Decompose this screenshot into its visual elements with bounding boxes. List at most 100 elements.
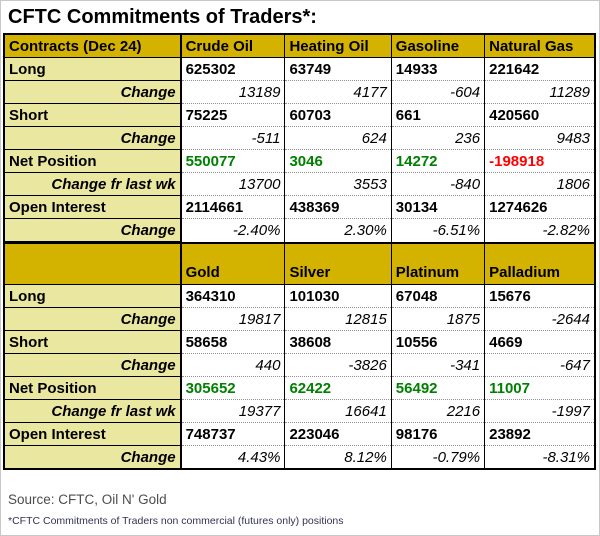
value-cell: -198918: [484, 149, 595, 173]
table-row: Change fr last wk 13700 3553 -840 1806: [4, 172, 595, 196]
table-row: Net Position 305652 62422 56492 11007: [4, 376, 595, 400]
value-cell: 11007: [484, 376, 595, 400]
value-cell: 2.30%: [284, 218, 392, 243]
column-header: Heating Oil: [284, 33, 392, 58]
value-cell: 1875: [390, 307, 485, 331]
value-cell: -840: [390, 172, 485, 196]
value-cell: -2.40%: [180, 218, 285, 243]
row-label: Open Interest: [4, 422, 182, 446]
row-label: Change: [4, 218, 182, 243]
value-cell: 11289: [484, 80, 595, 104]
header-row: Contracts (Dec 24) Crude Oil Heating Oil Ga…: [4, 33, 595, 58]
value-cell: 101030: [284, 284, 392, 308]
value-cell: 9483: [484, 126, 595, 150]
value-cell: 56492: [390, 376, 485, 400]
row-label: Short: [4, 103, 182, 127]
column-header: Palladium: [484, 241, 595, 285]
table-row: Short 58658 38608 10556 4669: [4, 330, 595, 354]
column-header: Platinum: [390, 241, 485, 285]
value-cell: 10556: [390, 330, 485, 354]
table-row: Open Interest 748737 223046 98176 23892: [4, 422, 595, 446]
column-header: Gold: [180, 241, 285, 285]
row-label: Change: [4, 307, 182, 331]
value-cell: -8.31%: [484, 445, 595, 469]
value-cell: 1274626: [484, 195, 595, 219]
value-cell: -2644: [484, 307, 595, 331]
row-label: Change: [4, 445, 182, 469]
value-cell: 4669: [484, 330, 595, 354]
table-row: Long 364310 101030 67048 15676: [4, 284, 595, 308]
table-row: Change fr last wk 19377 16641 2216 -1997: [4, 399, 595, 423]
table-row: Change 4.43% 8.12% -0.79% -8.31%: [4, 445, 595, 469]
table-row: Change -511 624 236 9483: [4, 126, 595, 150]
table-row: Net Position 550077 3046 14272 -198918: [4, 149, 595, 173]
value-cell: 4177: [284, 80, 392, 104]
row-label: Change fr last wk: [4, 172, 182, 196]
table-row: Change 13189 4177 -604 11289: [4, 80, 595, 104]
value-cell: 223046: [284, 422, 392, 446]
row-label: Open Interest: [4, 195, 182, 219]
value-cell: 63749: [284, 57, 392, 81]
value-cell: 13700: [180, 172, 285, 196]
value-cell: 661: [390, 103, 485, 127]
value-cell: -647: [484, 353, 595, 377]
value-cell: 19817: [180, 307, 285, 331]
value-cell: 8.12%: [284, 445, 392, 469]
value-cell: 624: [284, 126, 392, 150]
value-cell: 14272: [390, 149, 485, 173]
value-cell: -3826: [284, 353, 392, 377]
column-header: Silver: [284, 241, 392, 285]
value-cell: 60703: [284, 103, 392, 127]
page-title: CFTC Commitments of Traders*:: [8, 6, 317, 28]
value-cell: 75225: [180, 103, 285, 127]
value-cell: 438369: [284, 195, 392, 219]
value-cell: 62422: [284, 376, 392, 400]
value-cell: -0.79%: [390, 445, 485, 469]
value-cell: 1806: [484, 172, 595, 196]
value-cell: -604: [390, 80, 485, 104]
value-cell: 748737: [180, 422, 285, 446]
value-cell: 58658: [180, 330, 285, 354]
value-cell: 440: [180, 353, 285, 377]
value-cell: 23892: [484, 422, 595, 446]
row-label: Change fr last wk: [4, 399, 182, 423]
column-header: Crude Oil: [180, 33, 285, 58]
value-cell: 4.43%: [180, 445, 285, 469]
value-cell: 19377: [180, 399, 285, 423]
table-row: Open Interest 2114661 438369 30134 1274626: [4, 195, 595, 219]
value-cell: 30134: [390, 195, 485, 219]
cot-table: Contracts (Dec 24) Crude Oil Heating Oil Ga…: [3, 33, 596, 470]
value-cell: 364310: [180, 284, 285, 308]
value-cell: -6.51%: [390, 218, 485, 243]
row-label: Net Position: [4, 149, 182, 173]
value-cell: 13189: [180, 80, 285, 104]
value-cell: -1997: [484, 399, 595, 423]
table-row: Change 440 -3826 -341 -647: [4, 353, 595, 377]
value-cell: 221642: [484, 57, 595, 81]
footnote-text: *CFTC Commitments of Traders non commerc…: [8, 515, 344, 527]
value-cell: 98176: [390, 422, 485, 446]
column-header: Contracts (Dec 24): [4, 33, 182, 58]
row-label: Long: [4, 284, 182, 308]
value-cell: 67048: [390, 284, 485, 308]
value-cell: -2.82%: [484, 218, 595, 243]
row-label: Net Position: [4, 376, 182, 400]
row-label: Change: [4, 126, 182, 150]
row-label: Change: [4, 80, 182, 104]
value-cell: 38608: [284, 330, 392, 354]
value-cell: 2114661: [180, 195, 285, 219]
value-cell: 550077: [180, 149, 285, 173]
table-row: Long 625302 63749 14933 221642: [4, 57, 595, 81]
value-cell: 625302: [180, 57, 285, 81]
value-cell: -511: [180, 126, 285, 150]
value-cell: 2216: [390, 399, 485, 423]
value-cell: 16641: [284, 399, 392, 423]
value-cell: 15676: [484, 284, 595, 308]
value-cell: 236: [390, 126, 485, 150]
row-label: Short: [4, 330, 182, 354]
value-cell: -341: [390, 353, 485, 377]
value-cell: 3046: [284, 149, 392, 173]
value-cell: 3553: [284, 172, 392, 196]
table-row: Short 75225 60703 661 420560: [4, 103, 595, 127]
column-header: Gasoline: [390, 33, 485, 58]
